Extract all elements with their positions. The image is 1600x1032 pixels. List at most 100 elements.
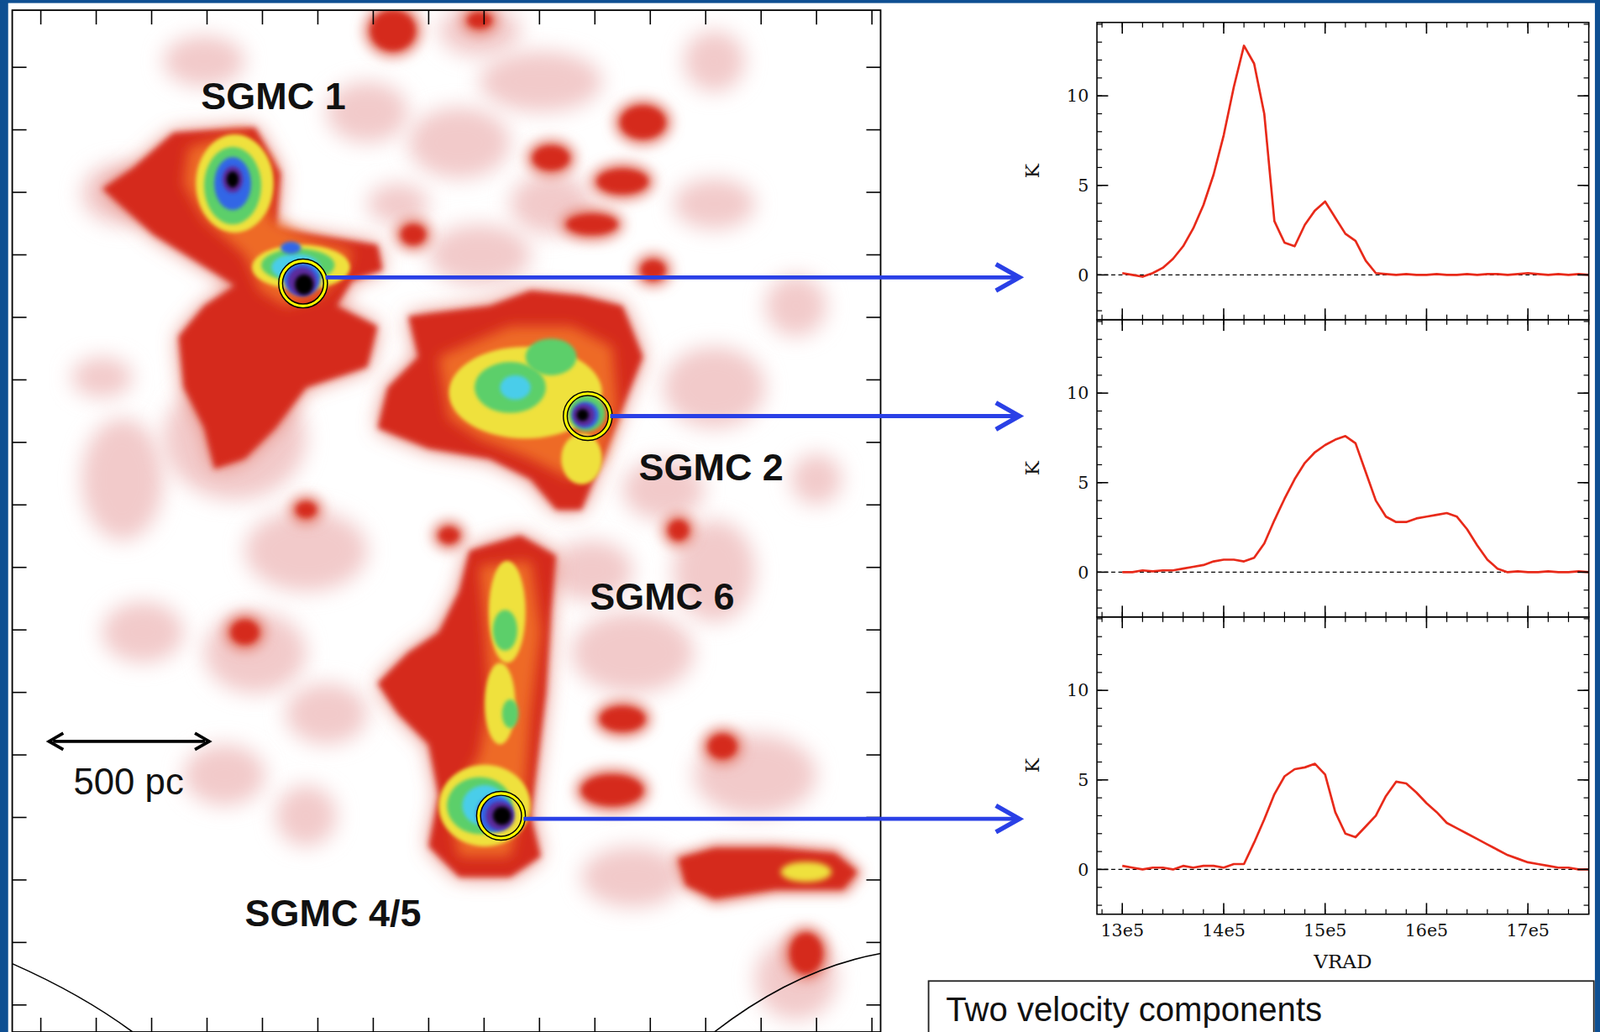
region-circle: [478, 793, 524, 839]
map-tick: [865, 379, 881, 382]
minor-tick: [1584, 654, 1590, 656]
minor-tick: [1101, 612, 1102, 618]
minor-tick: [1584, 725, 1590, 727]
minor-tick: [1096, 256, 1102, 258]
y-axis-title: K: [1021, 162, 1044, 179]
y-tick: [1577, 274, 1589, 277]
map-tick: [12, 566, 27, 569]
emission: [668, 519, 689, 541]
minor-tick: [1344, 22, 1346, 28]
minor-tick: [1202, 909, 1204, 915]
minor-tick: [1284, 320, 1286, 326]
emission: [479, 51, 603, 113]
minor-tick: [1568, 909, 1569, 915]
emission: [572, 401, 600, 429]
emission: [678, 848, 858, 899]
emission: [590, 162, 654, 200]
minor-tick: [1243, 314, 1245, 320]
minor-tick: [1584, 553, 1590, 555]
emission: [780, 861, 832, 882]
emission: [438, 10, 520, 57]
minor-tick: [1096, 41, 1102, 43]
plot-data: [1122, 45, 1589, 277]
minor-tick: [1584, 518, 1590, 520]
arrow: [523, 817, 1018, 822]
emission: [572, 403, 596, 427]
scale-bar-head: [48, 733, 63, 750]
minor-tick: [1142, 320, 1144, 326]
minor-tick: [1096, 708, 1102, 709]
minor-tick: [1096, 618, 1102, 620]
map-tick: [12, 316, 27, 319]
minor-tick: [1584, 464, 1590, 466]
spectrum-panel: 0510K: [1021, 320, 1590, 618]
emission: [289, 495, 323, 525]
minor-tick: [1446, 909, 1448, 915]
minor-tick: [1405, 22, 1407, 28]
minor-tick: [1142, 314, 1144, 320]
minor-tick: [1584, 744, 1590, 745]
minor-tick: [1162, 612, 1164, 618]
minor-tick: [1096, 815, 1102, 817]
y-tick: [1577, 392, 1589, 394]
minor-tick: [1584, 113, 1590, 115]
minor-tick: [1364, 22, 1366, 28]
minor-tick: [1584, 374, 1590, 376]
map-tick: [865, 566, 881, 569]
minor-tick: [1584, 535, 1590, 537]
y-axis-title: K: [1021, 460, 1044, 476]
minor-tick: [1243, 617, 1245, 623]
minor-tick: [1096, 671, 1102, 673]
y-tick: [1096, 392, 1108, 394]
minor-tick: [1385, 22, 1387, 28]
minor-tick: [1096, 886, 1102, 888]
map-tick: [870, 1017, 873, 1032]
minor-tick: [1486, 612, 1488, 618]
emission: [620, 105, 666, 139]
minor-tick: [1243, 909, 1245, 915]
x-tick: [1426, 902, 1428, 914]
map-tick: [12, 879, 27, 882]
minor-tick: [1162, 22, 1164, 28]
region-circle: [478, 793, 524, 839]
minor-tick: [1588, 612, 1590, 618]
emission: [493, 807, 512, 826]
emission: [275, 785, 337, 847]
x-axis-title: VRAD: [1312, 950, 1372, 973]
minor-tick: [1486, 909, 1488, 915]
minor-tick: [1096, 167, 1102, 168]
x-tick: [1526, 320, 1529, 331]
map-tick: [815, 10, 818, 25]
emission: [708, 734, 737, 759]
map: [12, 10, 882, 1032]
x-tick-label: 16e5: [1405, 920, 1449, 941]
minor-tick: [1202, 314, 1204, 320]
y-tick-label: 5: [1077, 175, 1089, 196]
minor-tick: [1182, 909, 1184, 915]
x-tick-label: 17e5: [1505, 920, 1550, 941]
emission: [582, 775, 644, 806]
map-tick: [12, 692, 27, 694]
emission: [183, 744, 266, 807]
map-tick: [12, 817, 27, 819]
minor-tick: [1096, 410, 1102, 412]
y-tick-label: 10: [1066, 680, 1089, 701]
emission: [593, 700, 651, 738]
minor-tick: [1096, 464, 1102, 466]
minor-tick: [1182, 314, 1184, 320]
minor-tick: [1584, 220, 1590, 222]
map-tick: [12, 942, 27, 945]
map-tick: [483, 10, 486, 25]
minor-tick: [1584, 256, 1590, 258]
minor-tick: [1568, 22, 1569, 28]
emission: [230, 619, 260, 645]
emission: [532, 146, 570, 171]
x-tick: [1426, 605, 1428, 617]
minor-tick: [1344, 314, 1346, 320]
map-tick: [12, 191, 27, 194]
emission: [400, 224, 425, 245]
y-tick-label: 10: [1066, 382, 1089, 404]
emission: [613, 99, 672, 145]
map-tick: [262, 1017, 264, 1032]
map-tick: [704, 10, 707, 25]
